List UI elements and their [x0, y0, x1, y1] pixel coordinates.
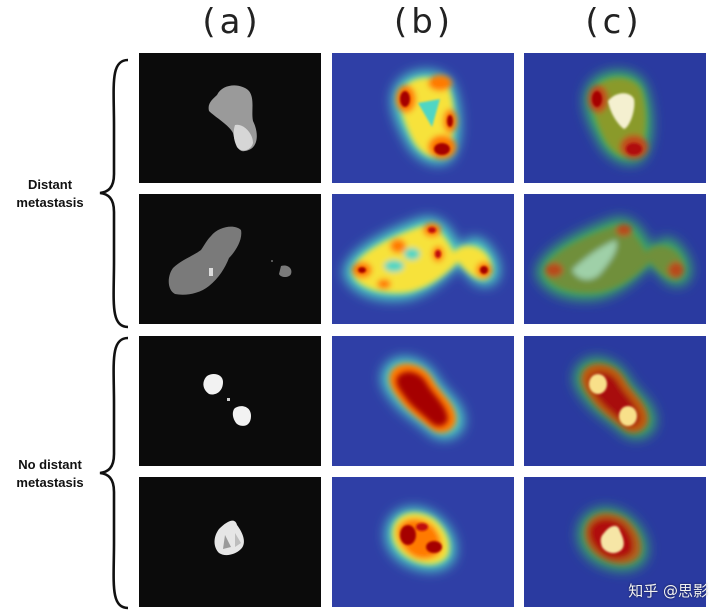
group-label-distant-line2: metastasis	[16, 195, 84, 210]
mask-panel-row3	[139, 336, 321, 466]
overlay-panel-row3	[524, 336, 706, 466]
overlay-panel-row4	[524, 477, 706, 607]
column-label-a: (a)	[202, 2, 262, 42]
brace-distant	[99, 58, 129, 329]
heatmap-panel-row2	[332, 194, 514, 324]
column-label-c: (c)	[585, 2, 643, 42]
heatmap-panel-row3	[332, 336, 514, 466]
column-label-b: (b)	[393, 2, 455, 42]
group-label-distant-line1: Distant	[27, 177, 73, 192]
brace-no-distant	[99, 336, 129, 610]
group-label-no-distant-line1: No distant	[18, 457, 82, 472]
overlay-panel-row1	[524, 53, 706, 183]
mask-panel-row4	[139, 477, 321, 607]
group-label-no-distant: No distant metastasis	[0, 456, 100, 492]
mask-panel-row2	[139, 194, 321, 324]
overlay-panel-row2	[524, 194, 706, 324]
heatmap-panel-row1	[332, 53, 514, 183]
heatmap-panel-row4	[332, 477, 514, 607]
watermark: 知乎 @思影	[628, 582, 708, 600]
group-label-distant: Distant metastasis	[0, 176, 100, 212]
mask-panel-row1	[139, 53, 321, 183]
group-label-no-distant-line2: metastasis	[16, 475, 84, 490]
